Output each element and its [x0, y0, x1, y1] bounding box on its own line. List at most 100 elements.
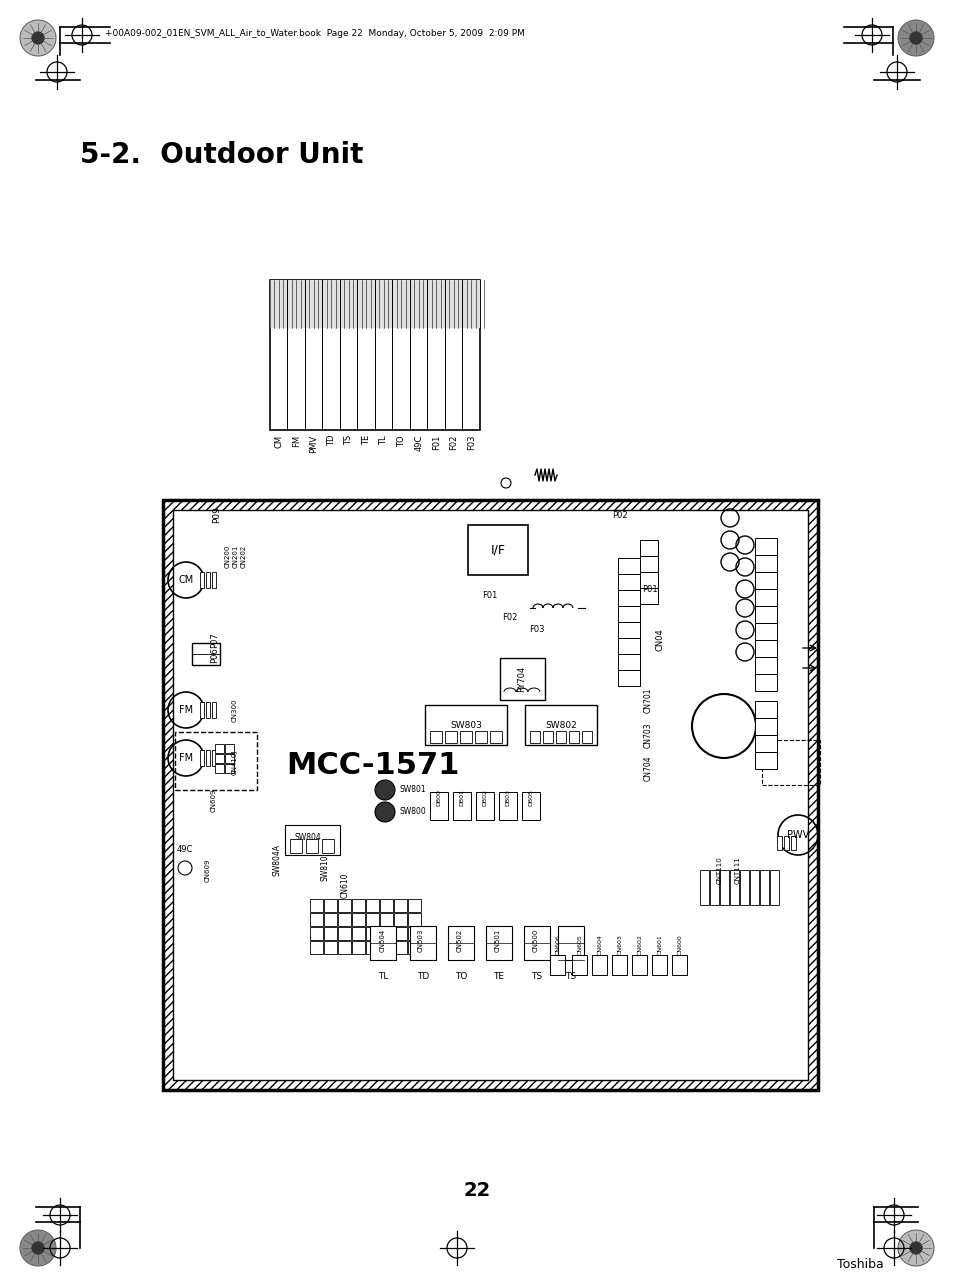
Bar: [550, 955, 564, 975]
Text: PWV: PWV: [786, 829, 808, 840]
Text: SW804A: SW804A: [273, 844, 281, 876]
Bar: [214, 764, 224, 773]
Bar: [310, 941, 323, 954]
Bar: [468, 525, 527, 575]
Bar: [754, 589, 776, 606]
Bar: [174, 732, 256, 790]
Text: TS: TS: [565, 972, 576, 981]
Bar: [639, 572, 658, 588]
Bar: [408, 941, 420, 954]
Text: FM: FM: [179, 705, 193, 715]
Text: SW810: SW810: [320, 855, 329, 881]
Bar: [459, 730, 472, 743]
Bar: [618, 606, 639, 622]
Text: CN04: CN04: [655, 629, 664, 652]
Text: CN601: CN601: [657, 934, 661, 955]
Bar: [379, 913, 393, 926]
Bar: [769, 871, 779, 905]
Text: DB05: DB05: [528, 790, 533, 806]
Bar: [618, 655, 639, 670]
Bar: [337, 941, 351, 954]
Text: I/F: I/F: [490, 544, 505, 557]
Bar: [324, 913, 336, 926]
Text: CN606: CN606: [555, 934, 560, 955]
Text: +00A09-002_01EN_SVM_ALL_Air_to_Water.book  Page 22  Monday, October 5, 2009  2:0: +00A09-002_01EN_SVM_ALL_Air_to_Water.boo…: [105, 28, 524, 37]
Text: Toshiba: Toshiba: [836, 1258, 882, 1271]
Bar: [163, 500, 817, 1091]
Circle shape: [909, 1242, 922, 1254]
Text: P07: P07: [211, 633, 219, 648]
Bar: [214, 745, 224, 754]
Bar: [408, 913, 420, 926]
Bar: [352, 941, 365, 954]
Text: F02: F02: [502, 613, 517, 622]
Text: TS: TS: [344, 435, 353, 445]
Text: DB03: DB03: [505, 790, 510, 806]
Bar: [754, 674, 776, 691]
Bar: [754, 606, 776, 622]
Bar: [776, 836, 781, 850]
Text: DB00: DB00: [436, 790, 441, 806]
Text: SW804: SW804: [294, 833, 321, 842]
Bar: [618, 670, 639, 685]
Bar: [754, 701, 776, 718]
Circle shape: [375, 802, 395, 822]
Bar: [172, 511, 807, 1080]
Bar: [310, 899, 323, 912]
Text: CN503: CN503: [417, 928, 423, 952]
Text: CN704: CN704: [643, 755, 652, 781]
Text: SW802: SW802: [544, 720, 577, 729]
Text: CN300: CN300: [232, 698, 237, 721]
Bar: [530, 730, 539, 743]
Bar: [424, 705, 506, 745]
Bar: [366, 899, 378, 912]
Bar: [754, 718, 776, 736]
Bar: [639, 556, 658, 572]
Bar: [200, 750, 204, 766]
Bar: [475, 730, 486, 743]
Bar: [740, 871, 748, 905]
Bar: [754, 556, 776, 572]
Bar: [337, 899, 351, 912]
Bar: [430, 730, 441, 743]
Circle shape: [375, 781, 395, 800]
Bar: [709, 871, 719, 905]
Bar: [366, 913, 378, 926]
Bar: [394, 913, 407, 926]
Text: PMV: PMV: [309, 435, 318, 453]
Bar: [754, 538, 776, 556]
Bar: [324, 927, 336, 940]
Bar: [408, 899, 420, 912]
Text: 5-2.  Outdoor Unit: 5-2. Outdoor Unit: [80, 141, 363, 168]
Bar: [448, 926, 474, 961]
Text: CN604: CN604: [597, 934, 602, 955]
Bar: [618, 638, 639, 655]
Text: F01: F01: [432, 435, 440, 450]
Bar: [337, 913, 351, 926]
Bar: [394, 927, 407, 940]
Bar: [206, 572, 210, 588]
Text: DB02: DB02: [482, 790, 487, 806]
Bar: [352, 927, 365, 940]
Bar: [754, 752, 776, 769]
Bar: [476, 792, 494, 820]
Bar: [379, 941, 393, 954]
Bar: [783, 836, 788, 850]
Bar: [352, 913, 365, 926]
Text: SW801: SW801: [399, 786, 426, 795]
Circle shape: [897, 1229, 933, 1265]
Bar: [285, 826, 339, 855]
Text: P09: P09: [213, 507, 221, 523]
Text: F01: F01: [482, 590, 497, 599]
Bar: [212, 572, 215, 588]
Bar: [523, 926, 550, 961]
Bar: [225, 764, 233, 773]
Bar: [192, 643, 220, 665]
Bar: [410, 926, 436, 961]
Text: CN609: CN609: [205, 858, 211, 882]
Bar: [200, 572, 204, 588]
Text: 22: 22: [463, 1181, 490, 1200]
Bar: [324, 941, 336, 954]
Bar: [370, 926, 395, 961]
Text: TD: TD: [416, 972, 429, 981]
